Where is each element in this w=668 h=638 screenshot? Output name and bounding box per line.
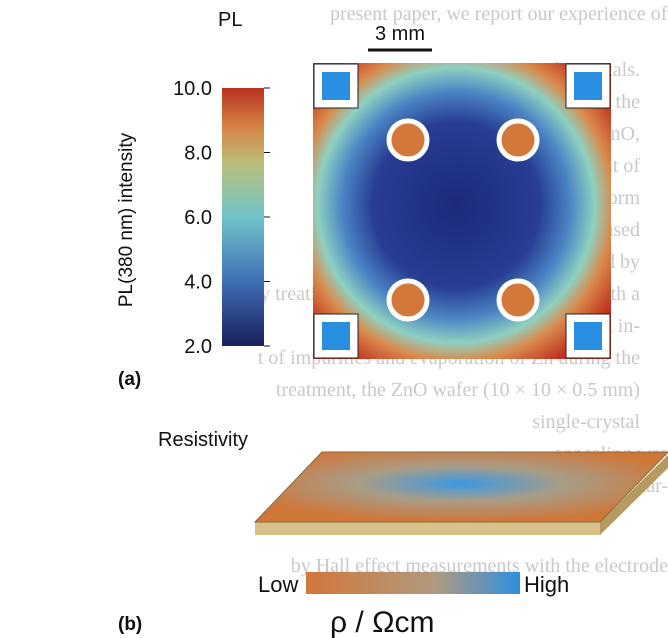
unit-label: ρ / Ωcm: [330, 606, 435, 638]
colorbar-tick-label: 10.0: [173, 78, 212, 100]
colorbar-tick-label: 2.0: [184, 336, 212, 358]
colorbar-tick-label: 6.0: [184, 207, 212, 229]
low-label: Low: [258, 572, 298, 597]
background-line: present paper, we report our experience …: [330, 3, 668, 25]
panel-title: Resistivity: [158, 429, 248, 451]
panel-label: (b): [118, 614, 142, 635]
colorbar-tick-label: 8.0: [184, 143, 212, 165]
colorbar-title: PL: [218, 9, 242, 31]
resistivity-bar: [306, 572, 520, 594]
panel-label: (a): [118, 369, 141, 390]
slab: [255, 452, 668, 535]
high-label: High: [524, 572, 569, 597]
colorbar-axis-label: PL(380 nm) intensity: [116, 132, 137, 307]
colorbar: [222, 88, 264, 346]
figure: present paper, we report our experience …: [0, 0, 668, 638]
background-line: single-crystal: [532, 411, 640, 433]
scale-bar-label: 3 mm: [375, 23, 425, 45]
background-line: treatment, the ZnO wafer (10 × 10 × 0.5 …: [276, 379, 640, 401]
colorbar-tick-label: 4.0: [184, 272, 212, 294]
